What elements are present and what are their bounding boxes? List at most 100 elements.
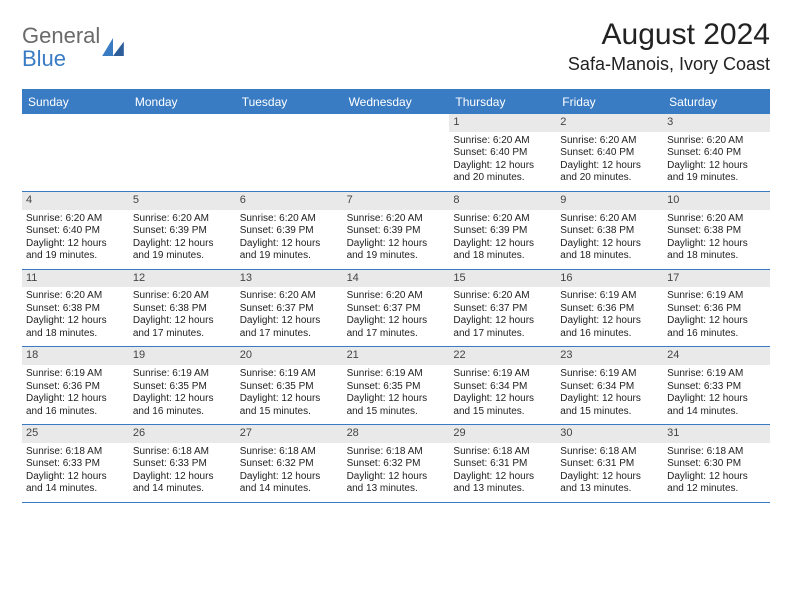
day-cell: 23Sunrise: 6:19 AMSunset: 6:34 PMDayligh… [556, 347, 663, 424]
sunrise-text: Sunrise: 6:20 AM [240, 213, 339, 226]
sunset-text: Sunset: 6:32 PM [347, 458, 446, 471]
sunrise-text: Sunrise: 6:18 AM [26, 446, 125, 459]
sunrise-text: Sunrise: 6:20 AM [453, 290, 552, 303]
sunrise-text: Sunrise: 6:20 AM [347, 213, 446, 226]
week-row: 1Sunrise: 6:20 AMSunset: 6:40 PMDaylight… [22, 114, 770, 192]
day-number: 15 [449, 270, 556, 288]
day-cell: 13Sunrise: 6:20 AMSunset: 6:37 PMDayligh… [236, 270, 343, 347]
daylight-text: Daylight: 12 hours and 18 minutes. [453, 238, 552, 263]
logo-line1: General [22, 24, 100, 47]
daylight-text: Daylight: 12 hours and 18 minutes. [667, 238, 766, 263]
week-row: 25Sunrise: 6:18 AMSunset: 6:33 PMDayligh… [22, 425, 770, 503]
sunset-text: Sunset: 6:39 PM [347, 225, 446, 238]
day-cell [236, 114, 343, 191]
sunrise-text: Sunrise: 6:19 AM [667, 290, 766, 303]
sunrise-text: Sunrise: 6:19 AM [347, 368, 446, 381]
weekday-sunday: Sunday [22, 91, 129, 114]
day-number: 23 [556, 347, 663, 365]
day-cell: 4 Sunrise: 6:20 AMSunset: 6:40 PMDaylight… [22, 192, 129, 269]
daylight-text: Daylight: 12 hours and 16 minutes. [26, 393, 125, 418]
day-number: 7 [343, 192, 450, 210]
sunset-text: Sunset: 6:37 PM [453, 303, 552, 316]
day-number: 25 [22, 425, 129, 443]
sunset-text: Sunset: 6:40 PM [453, 147, 552, 160]
weekday-header-row: Sunday Monday Tuesday Wednesday Thursday… [22, 91, 770, 114]
day-cell: 21 Sunrise: 6:19 AMSunset: 6:35 PMDayligh… [343, 347, 450, 424]
sunset-text: Sunset: 6:38 PM [133, 303, 232, 316]
sunrise-text: Sunrise: 6:19 AM [240, 368, 339, 381]
sunset-text: Sunset: 6:32 PM [240, 458, 339, 471]
weeks-container: 1Sunrise: 6:20 AMSunset: 6:40 PMDaylight… [22, 114, 770, 503]
sunrise-text: Sunrise: 6:19 AM [453, 368, 552, 381]
day-cell: 1Sunrise: 6:20 AMSunset: 6:40 PMDaylight… [449, 114, 556, 191]
daylight-text: Daylight: 12 hours and 19 minutes. [26, 238, 125, 263]
daylight-text: Daylight: 12 hours and 15 minutes. [240, 393, 339, 418]
day-cell: 8Sunrise: 6:20 AMSunset: 6:39 PMDaylight… [449, 192, 556, 269]
sunrise-text: Sunrise: 6:19 AM [26, 368, 125, 381]
week-row: 4Sunrise: 6:20 AMSunset: 6:40 PMDaylight… [22, 192, 770, 270]
day-cell: 15Sunrise: 6:20 AMSunset: 6:37 PMDayligh… [449, 270, 556, 347]
sunset-text: Sunset: 6:36 PM [26, 381, 125, 394]
day-number: 4 [22, 192, 129, 210]
daylight-text: Daylight: 12 hours and 15 minutes. [453, 393, 552, 418]
day-cell: 25 Sunrise: 6:18 AMSunset: 6:33 PMDayligh… [22, 425, 129, 502]
day-number: 13 [236, 270, 343, 288]
day-cell: 5Sunrise: 6:20 AMSunset: 6:39 PMDaylight… [129, 192, 236, 269]
sunrise-text: Sunrise: 6:19 AM [133, 368, 232, 381]
daylight-text: Daylight: 12 hours and 20 minutes. [453, 160, 552, 185]
day-cell: 18Sunrise: 6:19 AMSunset: 6:36 PMDayligh… [22, 347, 129, 424]
day-number: 17 [663, 270, 770, 288]
sunrise-text: Sunrise: 6:18 AM [560, 446, 659, 459]
sunset-text: Sunset: 6:35 PM [347, 381, 446, 394]
sunset-text: Sunset: 6:34 PM [453, 381, 552, 394]
sunrise-text: Sunrise: 6:20 AM [453, 213, 552, 226]
day-cell: 16Sunrise: 6:19 AMSunset: 6:36 PMDayligh… [556, 270, 663, 347]
daylight-text: Daylight: 12 hours and 18 minutes. [26, 315, 125, 340]
day-number: 28 [343, 425, 450, 443]
logo-mark-icon [102, 38, 124, 56]
day-cell: 28Sunrise: 6:18 AMSunset: 6:32 PMDayligh… [343, 425, 450, 502]
weekday-friday: Friday [556, 91, 663, 114]
day-number: 31 [663, 425, 770, 443]
day-cell [129, 114, 236, 191]
logo-line2: Blue [22, 47, 100, 70]
daylight-text: Daylight: 12 hours and 17 minutes. [240, 315, 339, 340]
sunset-text: Sunset: 6:40 PM [26, 225, 125, 238]
title-block: August 2024 Safa-Manois, Ivory Coast [568, 18, 770, 75]
day-number: 19 [129, 347, 236, 365]
daylight-text: Daylight: 12 hours and 13 minutes. [453, 471, 552, 496]
sunset-text: Sunset: 6:33 PM [133, 458, 232, 471]
sunrise-text: Sunrise: 6:20 AM [133, 213, 232, 226]
sunrise-text: Sunrise: 6:20 AM [26, 213, 125, 226]
day-number: 12 [129, 270, 236, 288]
weekday-monday: Monday [129, 91, 236, 114]
day-cell: 30Sunrise: 6:18 AMSunset: 6:31 PMDayligh… [556, 425, 663, 502]
calendar: Sunday Monday Tuesday Wednesday Thursday… [22, 89, 770, 503]
day-cell: 27Sunrise: 6:18 AMSunset: 6:32 PMDayligh… [236, 425, 343, 502]
daylight-text: Daylight: 12 hours and 14 minutes. [26, 471, 125, 496]
sunrise-text: Sunrise: 6:18 AM [347, 446, 446, 459]
day-cell: 6Sunrise: 6:20 AMSunset: 6:39 PMDaylight… [236, 192, 343, 269]
daylight-text: Daylight: 12 hours and 20 minutes. [560, 160, 659, 185]
day-number: 29 [449, 425, 556, 443]
day-cell: 2Sunrise: 6:20 AMSunset: 6:40 PMDaylight… [556, 114, 663, 191]
day-cell: 7Sunrise: 6:20 AMSunset: 6:39 PMDaylight… [343, 192, 450, 269]
sunrise-text: Sunrise: 6:18 AM [453, 446, 552, 459]
day-cell [22, 114, 129, 191]
day-number: 21 [343, 347, 450, 365]
day-number: 24 [663, 347, 770, 365]
day-cell: 12Sunrise: 6:20 AMSunset: 6:38 PMDayligh… [129, 270, 236, 347]
sunrise-text: Sunrise: 6:20 AM [667, 213, 766, 226]
sunrise-text: Sunrise: 6:19 AM [560, 368, 659, 381]
day-cell: 10Sunrise: 6:20 AMSunset: 6:38 PMDayligh… [663, 192, 770, 269]
sunset-text: Sunset: 6:36 PM [667, 303, 766, 316]
sunset-text: Sunset: 6:39 PM [453, 225, 552, 238]
sunset-text: Sunset: 6:33 PM [26, 458, 125, 471]
day-number [129, 114, 236, 132]
sunset-text: Sunset: 6:36 PM [560, 303, 659, 316]
sunset-text: Sunset: 6:39 PM [240, 225, 339, 238]
daylight-text: Daylight: 12 hours and 15 minutes. [347, 393, 446, 418]
sunrise-text: Sunrise: 6:20 AM [453, 135, 552, 148]
day-number: 22 [449, 347, 556, 365]
sunset-text: Sunset: 6:35 PM [240, 381, 339, 394]
